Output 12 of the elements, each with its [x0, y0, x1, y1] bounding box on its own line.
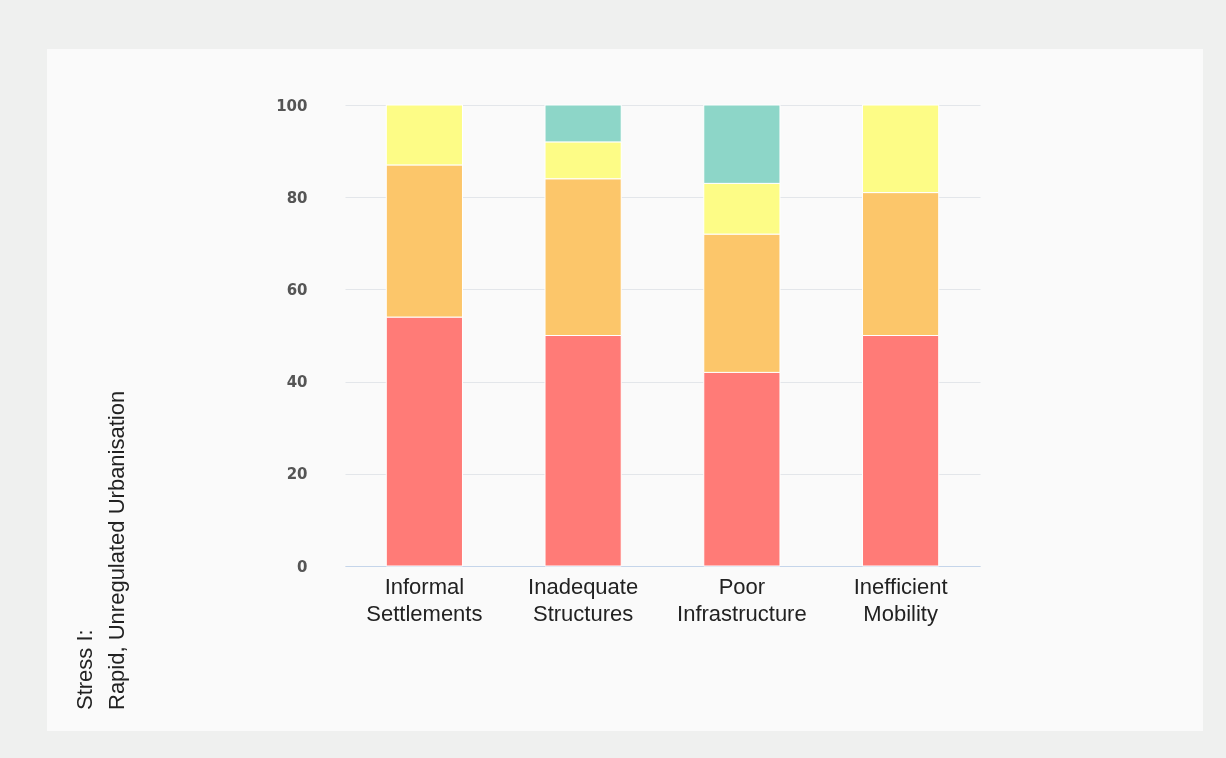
text: Stress I:	[72, 629, 97, 710]
text: Rapid, Unregulated Urbanisation	[104, 390, 129, 710]
x-tick-label: Informal Settlements	[366, 573, 483, 626]
x-tick-label: Poor Infrastructure	[677, 573, 807, 626]
y-tick-label: 40	[286, 373, 308, 392]
y-tick-label: 60	[286, 280, 308, 299]
y-tick-label: 20	[286, 465, 308, 484]
x-tick-label: Inefficient Mobility	[853, 573, 948, 626]
y-tick-label: 80	[286, 188, 308, 207]
x-tick-label: Inadequate Structures	[528, 573, 639, 626]
y-tick-label: 0	[297, 557, 308, 576]
y-tick-label: 100	[276, 96, 308, 115]
